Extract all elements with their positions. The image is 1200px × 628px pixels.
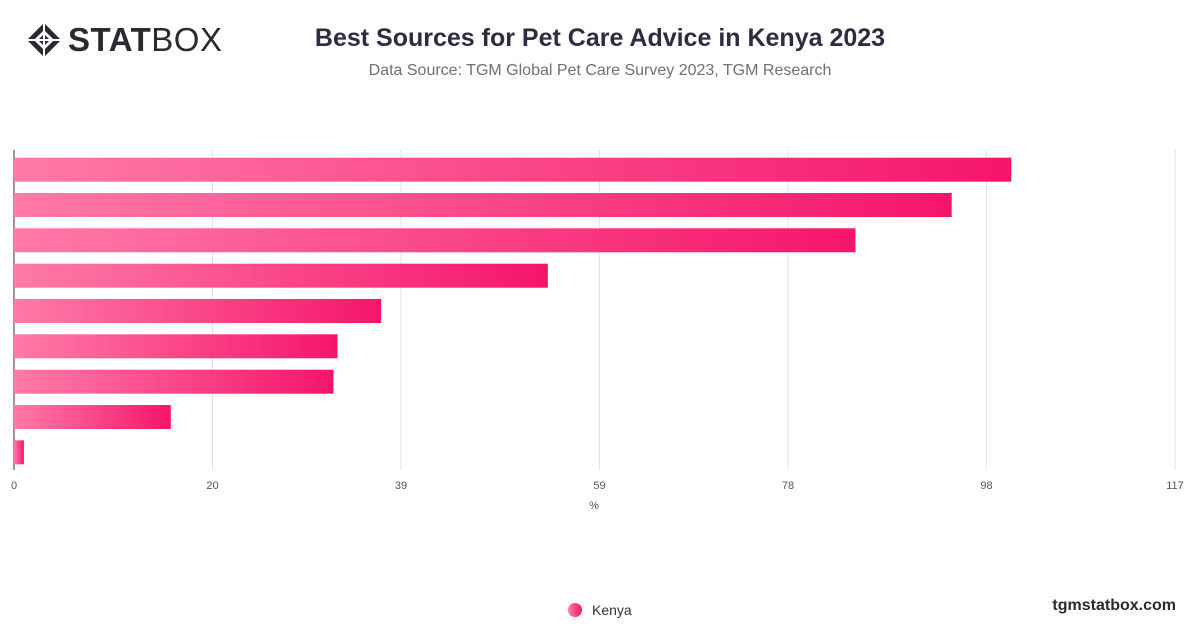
logo-bold-text: STAT (68, 21, 152, 58)
bar-kenya-7[interactable] (14, 369, 334, 394)
bar-kenya-1[interactable] (14, 157, 1012, 182)
legend-label-kenya: Kenya (592, 602, 632, 618)
bar-kenya-5[interactable] (14, 299, 382, 323)
chart-subtitle: Data Source: TGM Global Pet Care Survey … (368, 62, 832, 79)
x-tick-label: 59 (593, 480, 605, 492)
legend[interactable]: Kenya (568, 602, 632, 618)
x-tick-label: 117 (1166, 480, 1184, 492)
logo-light-text: BOX (151, 21, 223, 58)
bar-kenya-8[interactable] (14, 405, 171, 429)
diamond-logo-icon (27, 23, 61, 57)
x-tick-label: 20 (206, 480, 218, 492)
bar-kenya-9[interactable] (14, 440, 24, 465)
bar-kenya-2[interactable] (14, 193, 952, 217)
footer-brand: tgmstatbox.com (1052, 597, 1176, 614)
bar-kenya-4[interactable] (14, 263, 548, 288)
x-tick-label: 78 (782, 480, 794, 492)
chart-title: Best Sources for Pet Care Advice in Keny… (314, 24, 886, 52)
logo-wordmark: STATBOX (68, 22, 222, 58)
bar-kenya-3[interactable] (14, 228, 856, 253)
x-tick-label: 98 (980, 480, 992, 492)
x-axis-label: % (589, 500, 599, 512)
x-tick-label: 0 (11, 480, 17, 492)
statbox-logo[interactable]: STATBOX (26, 22, 222, 58)
legend-marker-icon (568, 603, 582, 617)
x-tick-label: 39 (395, 480, 407, 492)
bar-kenya-6[interactable] (14, 334, 338, 359)
